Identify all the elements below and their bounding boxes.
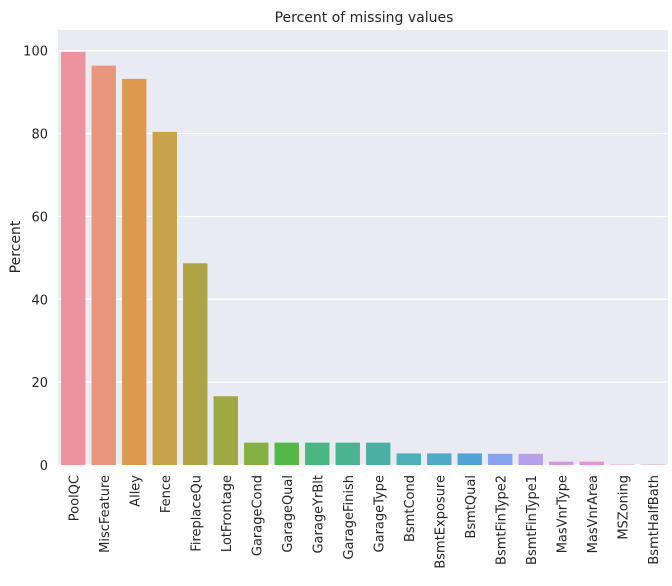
x-tick-label: BsmtFinType2	[494, 475, 509, 565]
y-tick-label: 20	[31, 376, 48, 391]
x-tick-labels: PoolQC MiscFeature Alley Fence FireplaceQu Lo…	[67, 475, 662, 569]
x-tick-label: PoolQC	[67, 475, 82, 521]
bar-MasVnrArea	[580, 462, 604, 465]
chart-title: Percent of missing values	[275, 10, 454, 26]
x-tick-label: BsmtQual	[464, 475, 479, 539]
bar-FireplaceQu	[183, 263, 207, 465]
x-tick-label: GarageYrBlt	[311, 475, 326, 554]
bar-GarageFinish	[336, 443, 360, 465]
y-tick-label: 40	[31, 293, 48, 308]
bar-BsmtQual	[458, 453, 482, 465]
x-tick-label: MasVnrType	[555, 475, 570, 553]
y-axis-label: Percent	[8, 220, 24, 273]
x-tick-label: Alley	[128, 475, 143, 507]
x-tick-label: GarageQual	[281, 475, 296, 553]
y-tick-label: 100	[23, 45, 48, 60]
bar-MasVnrType	[549, 462, 573, 465]
bar-Fence	[153, 132, 177, 465]
x-tick-label: GarageFinish	[342, 475, 357, 560]
bar-Alley	[122, 79, 146, 465]
bar-BsmtCond	[397, 453, 421, 465]
bar-GarageType	[366, 443, 390, 465]
x-tick-label: FireplaceQu	[189, 475, 204, 552]
x-tick-label: BsmtExposure	[433, 475, 448, 569]
plot-background	[58, 30, 668, 465]
y-tick-labels: 0 20 40 60 80 100	[23, 45, 48, 474]
bar-GarageYrBlt	[305, 443, 329, 465]
bar-GarageCond	[244, 443, 268, 465]
bar-MiscFeature	[92, 66, 116, 465]
x-tick-label: Fence	[159, 475, 174, 513]
bar-GarageQual	[275, 443, 299, 465]
y-tick-label: 60	[31, 210, 48, 225]
x-tick-label: GarageType	[372, 475, 387, 552]
x-tick-label: MiscFeature	[98, 475, 113, 553]
bar-BsmtExposure	[427, 453, 451, 465]
y-tick-label: 0	[40, 459, 48, 474]
x-tick-label: BsmtFinType1	[525, 475, 540, 565]
bar-LotFrontage	[214, 396, 238, 465]
x-tick-label: GarageCond	[250, 475, 265, 556]
x-tick-label: MasVnrArea	[586, 475, 601, 553]
x-tick-label: BsmtCond	[403, 475, 418, 542]
x-tick-label: LotFrontage	[220, 475, 235, 552]
y-tick-label: 80	[31, 128, 48, 143]
bar-PoolQC	[61, 52, 85, 465]
x-tick-label: BsmtHalfBath	[647, 475, 662, 565]
bar-BsmtFinType1	[519, 454, 543, 465]
bar-BsmtFinType2	[488, 454, 512, 465]
x-tick-label: MSZoning	[616, 475, 631, 540]
